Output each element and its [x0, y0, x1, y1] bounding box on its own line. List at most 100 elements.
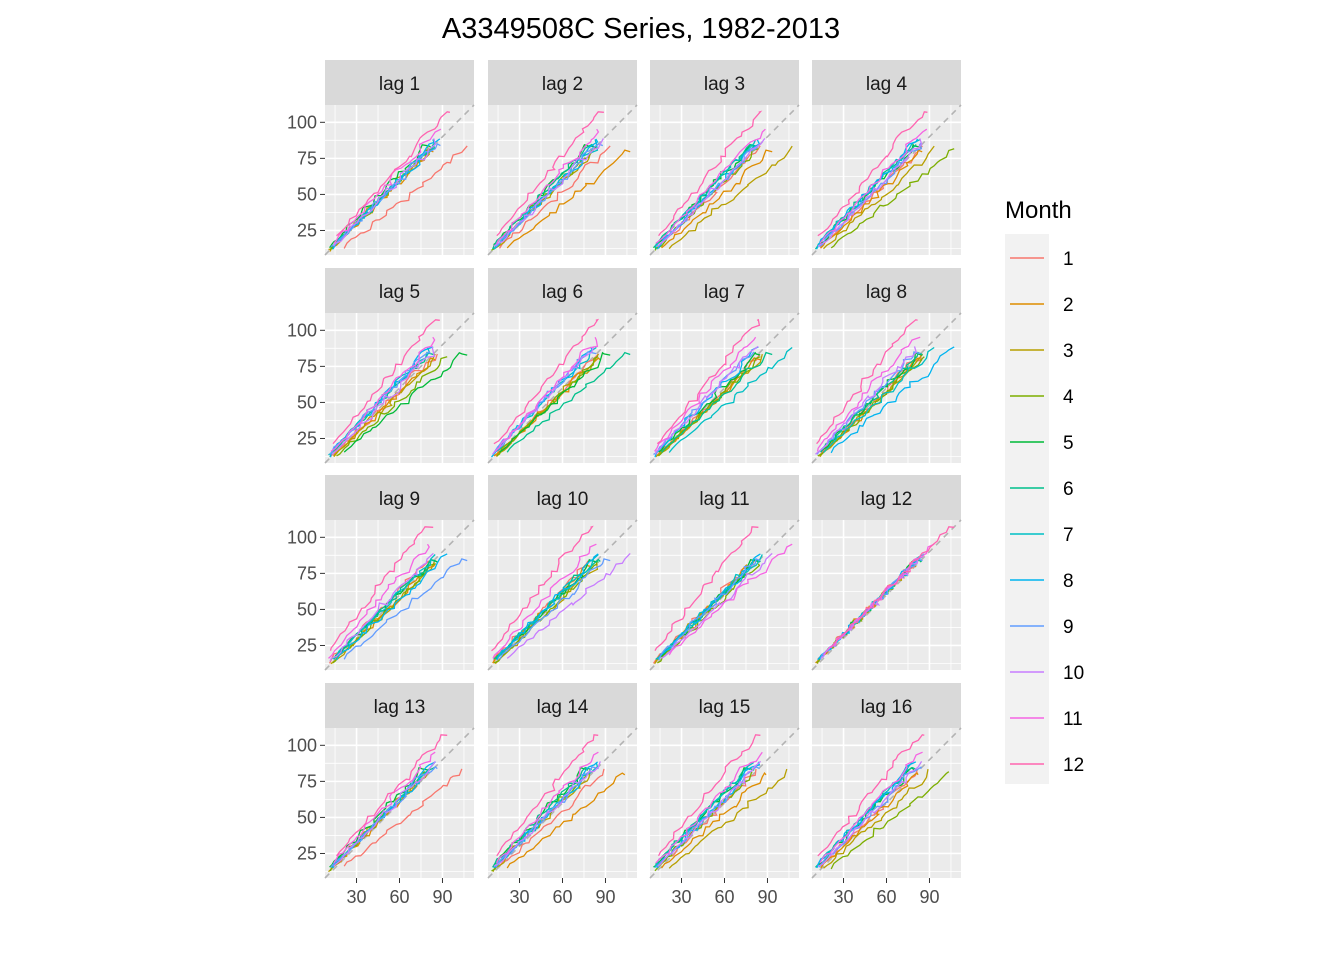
series-month-3	[333, 353, 436, 458]
panel-lag-7: lag 7	[649, 268, 800, 464]
series-month-4	[493, 563, 598, 664]
series-month-9	[653, 351, 755, 455]
series-month-8	[335, 553, 448, 661]
panel-strip	[488, 475, 637, 520]
panel-strip-label: lag 3	[704, 74, 745, 95]
panel-strip-label: lag 7	[704, 282, 745, 303]
panel-strip-label: lag 4	[866, 74, 908, 95]
y-tick-label: 100	[287, 527, 317, 547]
x-tick-label: 90	[757, 887, 777, 907]
panel-strip	[812, 268, 961, 313]
series-month-10	[333, 138, 437, 247]
panel-strip	[488, 60, 637, 105]
facet-panels: lag 1 25 50 75 100 lag 2 lag 3 lag 4 lag 5 25 50 75…	[287, 60, 962, 907]
series-month-3	[668, 145, 793, 250]
y-tick-label: 25	[297, 635, 317, 655]
panel-strip	[812, 475, 961, 520]
y-tick-label: 50	[297, 392, 317, 412]
panel-strip	[488, 683, 637, 728]
y-tick-label: 25	[297, 843, 317, 863]
x-tick-label: 90	[432, 887, 452, 907]
series-month-4	[830, 148, 955, 249]
panel-strip	[650, 60, 799, 105]
series-month-12	[817, 734, 925, 857]
series-month-2	[820, 772, 919, 869]
panel-strip-label: lag 9	[379, 489, 420, 510]
series-month-1	[343, 768, 463, 867]
series-month-6	[820, 351, 923, 453]
panel-strip-label: lag 16	[861, 697, 913, 718]
series-month-11	[819, 128, 928, 244]
panel-strip	[325, 60, 474, 105]
series-month-10	[493, 761, 601, 867]
series-month-8	[496, 553, 599, 661]
series-month-11	[819, 751, 923, 864]
panel-strip-label: lag 8	[866, 282, 907, 303]
panel-lag-1: lag 1 25 50 75 100	[287, 60, 475, 256]
legend-label-month-9: 9	[1063, 617, 1074, 638]
series-month-10	[333, 760, 436, 867]
x-tick-label: 30	[672, 887, 692, 907]
x-tick-label: 30	[510, 887, 530, 907]
series-month-4	[830, 771, 950, 870]
series-month-3	[823, 768, 929, 869]
legend-label-month-11: 11	[1063, 709, 1083, 730]
series-month-2	[660, 771, 767, 869]
series-month-10	[661, 552, 773, 659]
panel-lag-16: lag 16 30 60 90	[811, 683, 962, 907]
y-tick-label: 100	[287, 735, 317, 755]
series-month-12	[336, 111, 451, 237]
series-month-12	[496, 734, 599, 857]
series-month-9	[330, 142, 441, 247]
series-month-4	[332, 563, 436, 664]
legend-label-month-3: 3	[1063, 341, 1074, 362]
reference-line	[487, 727, 638, 879]
series-month-1	[658, 145, 761, 249]
reference-line	[811, 519, 962, 671]
x-tick-label: 90	[595, 887, 615, 907]
panel-strip	[650, 683, 799, 728]
y-tick-label: 75	[297, 148, 317, 168]
series-month-5	[343, 352, 468, 453]
panel-strip	[325, 683, 474, 728]
x-tick-label: 60	[552, 887, 572, 907]
series-month-11	[494, 336, 599, 452]
series-month-3	[823, 145, 935, 250]
series-month-10	[654, 345, 759, 455]
series-month-12	[816, 319, 918, 445]
panel-lag-4: lag 4	[811, 60, 962, 256]
panel-lag-12: lag 12	[811, 475, 962, 671]
series-month-12	[496, 111, 604, 237]
series-month-9	[818, 766, 922, 868]
legend-key-background	[1005, 234, 1049, 784]
reference-line	[324, 727, 475, 879]
panel-strip-label: lag 6	[542, 282, 583, 303]
panel-lag-3: lag 3	[649, 60, 800, 256]
legend-label-month-6: 6	[1063, 479, 1074, 500]
series-month-6	[506, 351, 631, 453]
panel-strip-label: lag 12	[861, 489, 913, 510]
y-tick-label: 50	[297, 599, 317, 619]
series-month-12	[335, 734, 448, 857]
series-month-10	[657, 760, 762, 867]
legend-label-month-4: 4	[1063, 387, 1074, 408]
series-month-1	[343, 145, 468, 249]
series-month-2	[661, 149, 773, 249]
legend-label-month-7: 7	[1063, 525, 1074, 546]
panel-strip	[650, 268, 799, 313]
panel-strip	[488, 268, 637, 313]
y-tick-label: 100	[287, 320, 317, 340]
panel-strip	[812, 60, 961, 105]
series-month-10	[329, 552, 434, 662]
series-month-11	[496, 128, 600, 244]
series-month-7	[654, 761, 755, 868]
series-month-11	[330, 336, 436, 452]
series-month-1	[498, 145, 611, 249]
series-month-12	[658, 110, 763, 237]
panel-strip	[325, 475, 474, 520]
panel-strip-label: lag 11	[699, 489, 749, 510]
series-month-10	[493, 138, 604, 247]
panel-lag-6: lag 6	[487, 268, 638, 464]
y-tick-label: 75	[297, 563, 317, 583]
series-month-11	[655, 751, 763, 864]
